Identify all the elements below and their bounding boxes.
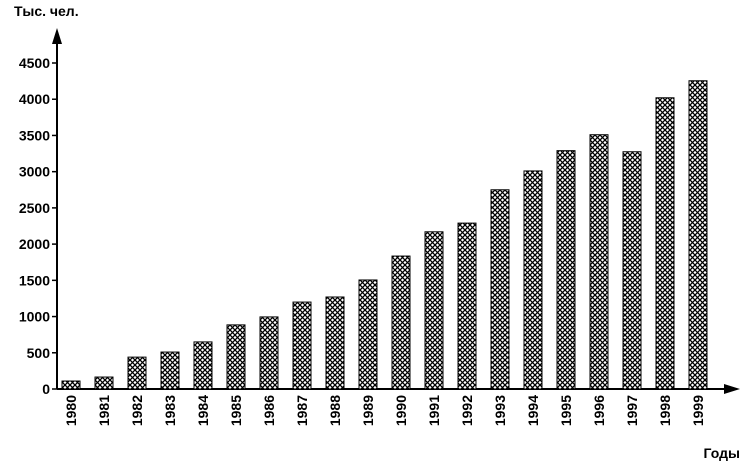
y-tick-label: 1000 <box>19 309 50 325</box>
x-axis-label: Годы <box>704 445 740 461</box>
x-tick-label: 1986 <box>261 395 277 426</box>
x-tick-label: 1997 <box>624 395 640 426</box>
x-tick-label: 1983 <box>162 395 178 426</box>
x-tick-label: 1998 <box>657 395 673 426</box>
x-axis-arrow <box>724 384 740 394</box>
bar <box>193 341 213 390</box>
y-axis-label: Тыс. чел. <box>14 3 79 19</box>
bar <box>160 351 180 390</box>
bar <box>424 231 444 390</box>
bar <box>292 301 312 390</box>
x-tick-label: 1990 <box>393 395 409 426</box>
x-tick-label: 1999 <box>690 395 706 426</box>
y-tick-label: 4000 <box>19 91 50 107</box>
x-tick-label: 1989 <box>360 395 376 426</box>
x-tick-label: 1993 <box>492 395 508 426</box>
y-tick-label: 1500 <box>19 272 50 288</box>
bar <box>391 255 411 390</box>
x-tick-label: 1995 <box>558 395 574 426</box>
x-tick-label: 1981 <box>96 395 112 426</box>
bar <box>226 324 246 390</box>
bar <box>655 97 675 390</box>
x-tick-label: 1982 <box>129 395 145 426</box>
x-tick-label: 1985 <box>228 395 244 426</box>
x-tick-label: 1996 <box>591 395 607 426</box>
x-tick-label: 1992 <box>459 395 475 426</box>
bar <box>589 134 609 390</box>
y-tick-label: 500 <box>27 345 51 361</box>
bar <box>490 189 510 390</box>
x-tick-label: 1980 <box>63 395 79 426</box>
bar <box>358 279 378 390</box>
bar <box>127 356 147 390</box>
x-tick-label: 1991 <box>426 395 442 426</box>
y-tick-label: 2500 <box>19 200 50 216</box>
y-tick-label: 3000 <box>19 164 50 180</box>
bar <box>457 222 477 390</box>
bar <box>94 376 114 390</box>
bar <box>61 380 81 390</box>
x-tick-label: 1994 <box>525 395 541 426</box>
y-tick-label: 2000 <box>19 236 50 252</box>
x-tick-label: 1988 <box>327 395 343 426</box>
x-tick-label: 1987 <box>294 395 310 426</box>
bar <box>325 296 345 390</box>
bar <box>523 170 543 390</box>
y-tick-label: 4500 <box>19 55 50 71</box>
bar <box>688 80 708 390</box>
y-tick-label: 0 <box>42 381 50 397</box>
bar <box>556 150 576 390</box>
x-tick-label: 1984 <box>195 395 211 426</box>
y-tick-label: 3500 <box>19 127 50 143</box>
y-axis-arrow <box>52 28 62 44</box>
bar <box>622 151 642 390</box>
bar <box>259 316 279 390</box>
